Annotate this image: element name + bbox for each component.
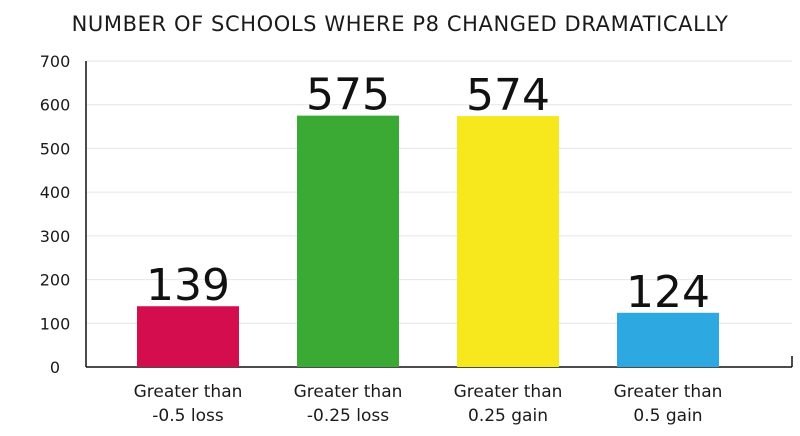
y-tick-label: 700: [40, 52, 71, 71]
x-tick-label: Greater than: [294, 382, 403, 402]
x-tick-label: Greater than: [454, 382, 563, 402]
x-tick-label: -0.5 loss: [152, 406, 224, 426]
bar: [457, 116, 559, 367]
y-tick-label: 500: [40, 139, 71, 158]
bar: [297, 115, 399, 368]
x-tick-label: 0.5 gain: [633, 406, 702, 426]
data-label: 139: [146, 260, 230, 311]
y-tick-label: 600: [40, 96, 71, 115]
y-tick-label: 200: [40, 271, 71, 290]
data-label: 124: [626, 267, 710, 318]
y-tick-label: 400: [40, 183, 71, 202]
y-tick-label: 0: [50, 358, 60, 377]
data-label: 574: [466, 70, 550, 121]
chart-title: NUMBER OF SCHOOLS WHERE P8 CHANGED DRAMA…: [71, 12, 729, 36]
x-tick-label: -0.25 loss: [307, 406, 389, 426]
y-tick-label: 300: [40, 227, 71, 246]
data-label: 575: [306, 70, 390, 121]
bar: [617, 312, 719, 367]
y-tick-label: 100: [40, 314, 71, 333]
x-tick-label: Greater than: [614, 382, 723, 402]
x-tick-label: 0.25 gain: [468, 406, 548, 426]
bar: [137, 306, 239, 367]
x-tick-label: Greater than: [134, 382, 243, 402]
